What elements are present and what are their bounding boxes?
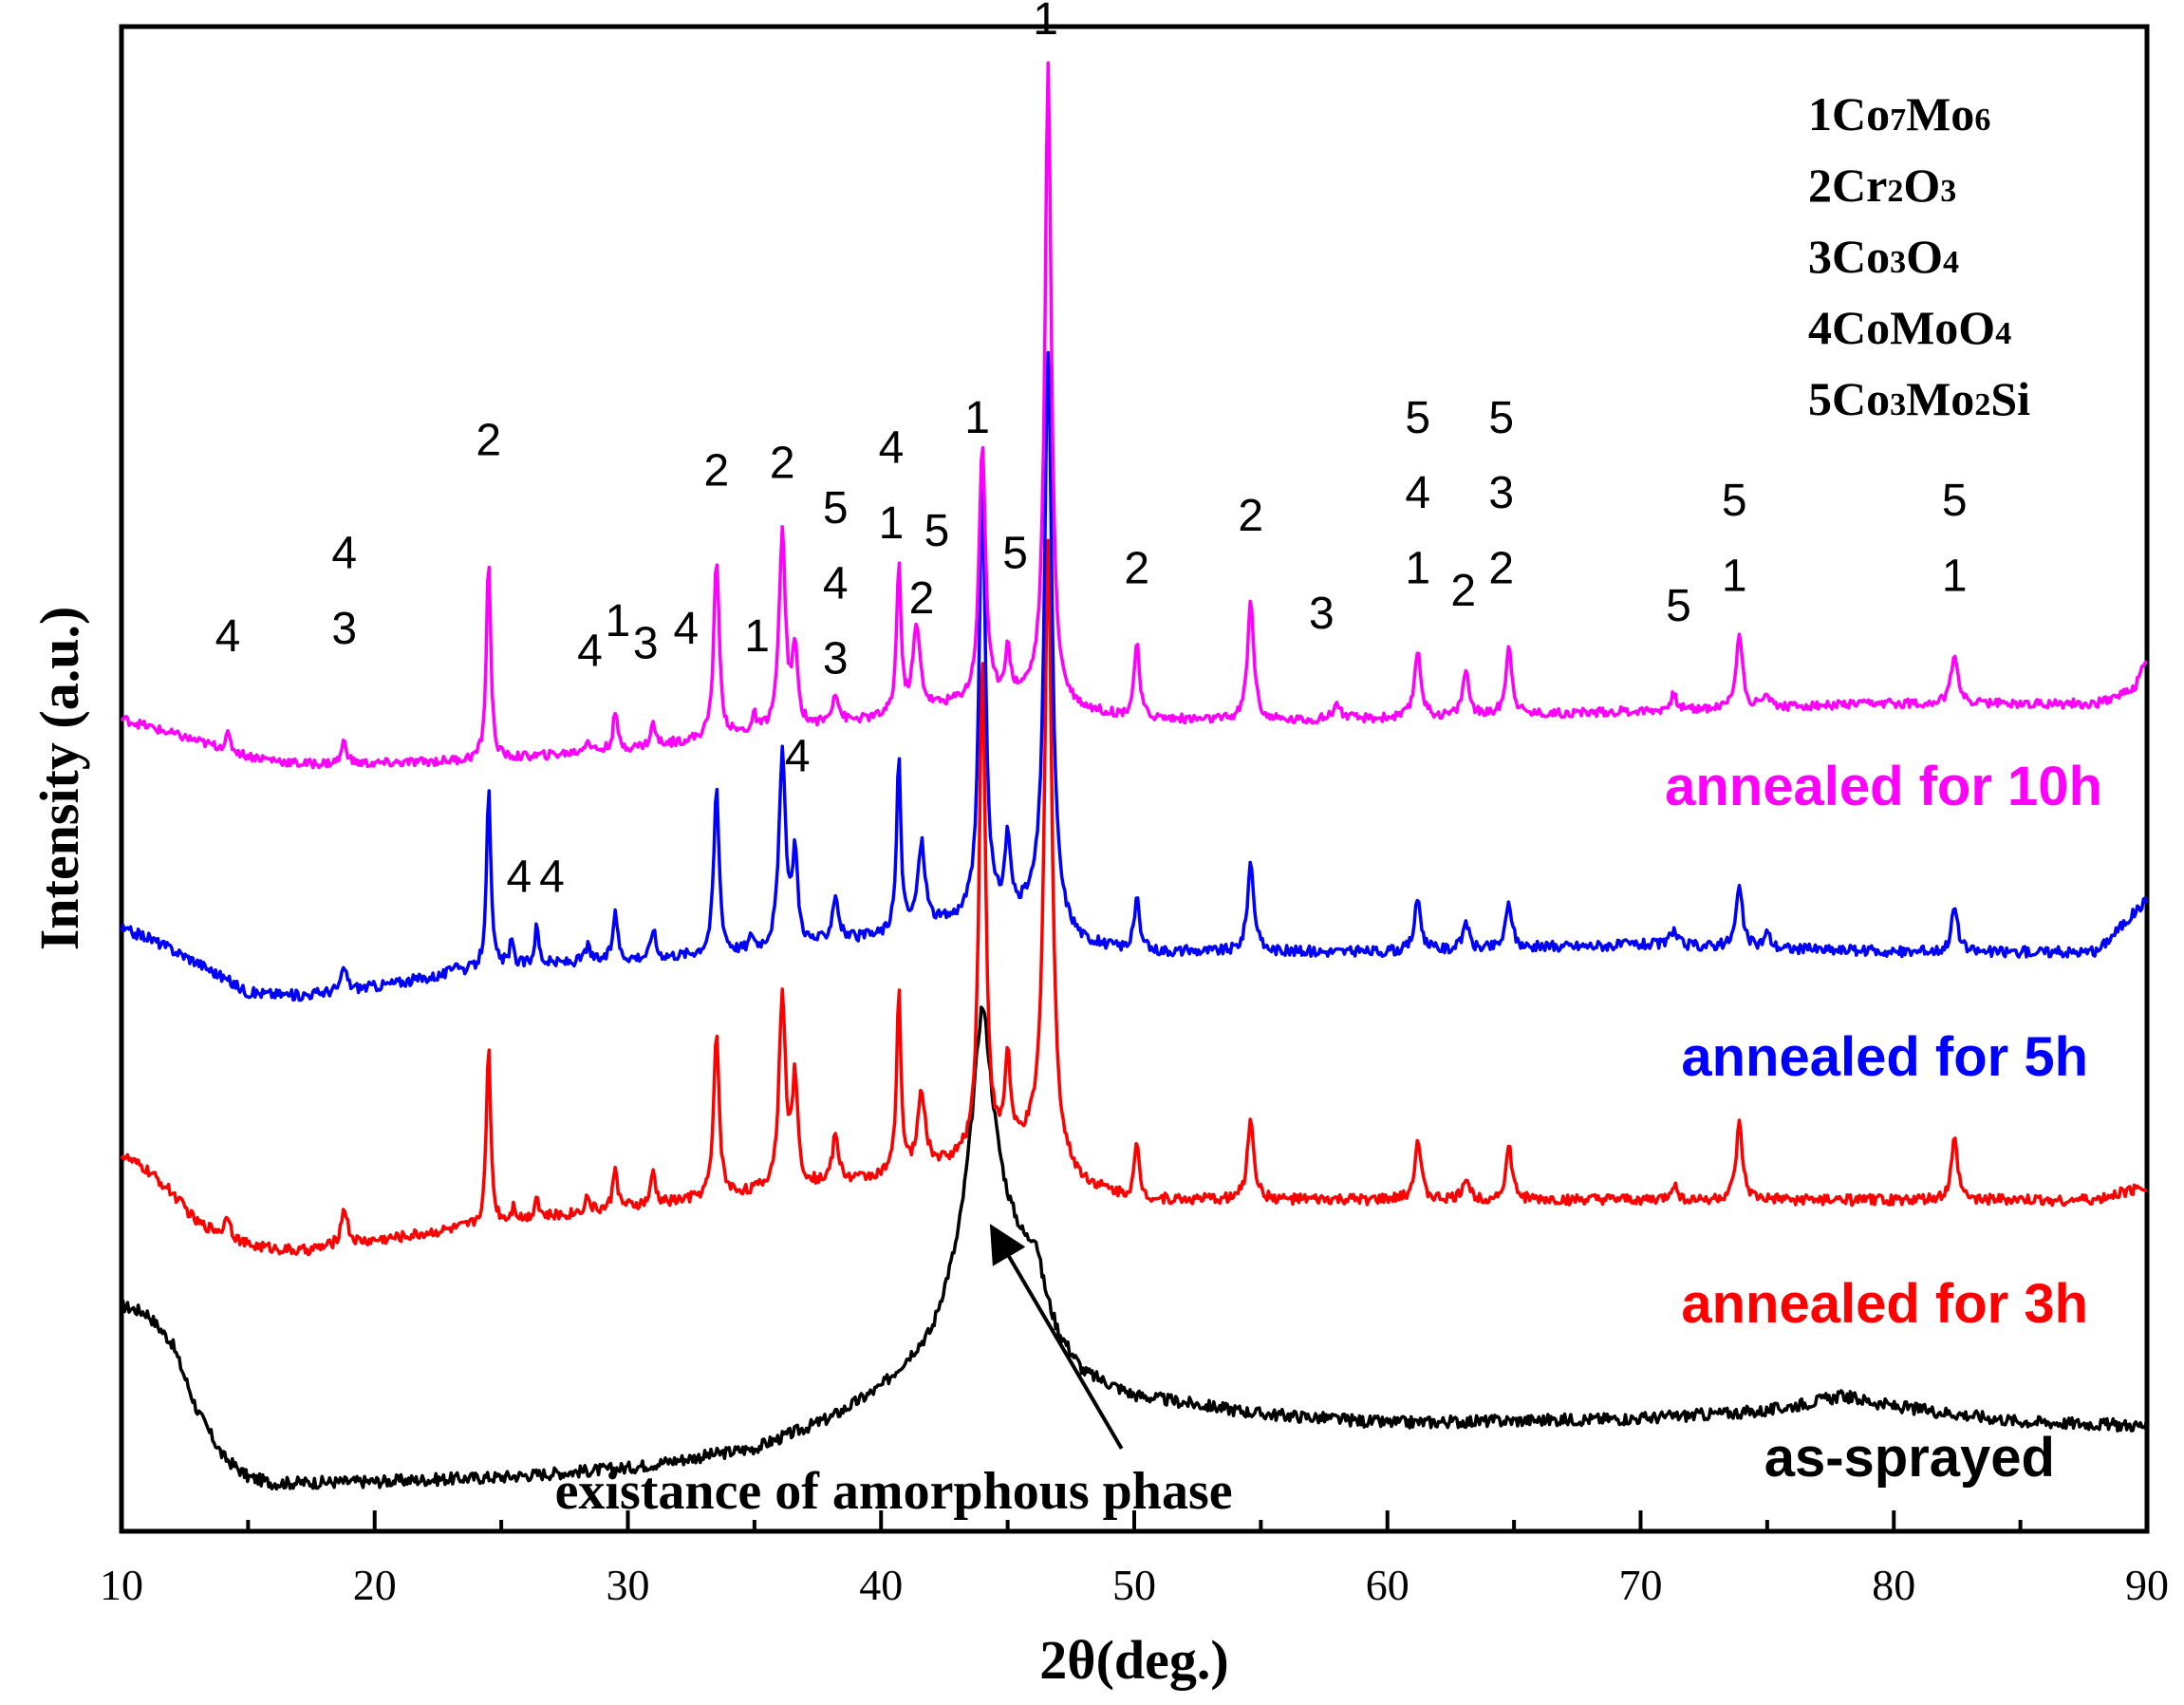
x-tick-label: 70	[1619, 1561, 1663, 1609]
x-tick-label: 30	[607, 1561, 650, 1609]
x-tick-label: 10	[100, 1561, 143, 1609]
peak-label: 1	[605, 596, 630, 646]
peak-label: 1	[1942, 551, 1968, 601]
x-tick-label: 60	[1366, 1561, 1409, 1609]
peak-label: 5	[1002, 529, 1028, 579]
peak-label: 5	[1405, 393, 1430, 443]
x-axis-ticks: 10 20 30 40 50 60 70 80 90	[100, 1510, 2169, 1609]
peak-label: 4	[823, 558, 849, 609]
peak-label: 4	[215, 611, 241, 662]
peak-label: 2	[704, 445, 730, 496]
legend-entry: 2Cr2O3	[1808, 159, 1956, 212]
x-tick-label: 20	[353, 1561, 397, 1609]
series-line	[121, 1005, 2149, 1491]
peak-label: 2	[1238, 491, 1263, 541]
peak-label: 5	[1666, 581, 1691, 631]
legend-entry: 4CoMoO4	[1808, 301, 2011, 354]
legend-entry: 3Co3O4	[1808, 230, 1959, 283]
legend-entry: 1Co7Mo6	[1808, 87, 1990, 141]
peak-label: 3	[331, 604, 357, 654]
series-label: as-sprayed	[1764, 1427, 2055, 1489]
peak-label: 1	[964, 393, 990, 443]
peak-label-layer: 4342413412234514251515223145223551515444	[215, 0, 1968, 902]
peak-label: 4	[879, 423, 905, 474]
legend-entry: 5Co3Mo2Si	[1808, 372, 2030, 425]
series-label: annealed for 3h	[1681, 1273, 2088, 1335]
peak-label: 4	[785, 732, 811, 782]
x-tick-label: 90	[2125, 1561, 2169, 1609]
peak-label: 3	[1488, 468, 1514, 518]
peak-label: 1	[1722, 551, 1747, 601]
series-label: annealed for 10h	[1665, 756, 2102, 817]
series-label-layer: as-sprayed annealed for 3h annealed for 5h…	[1665, 756, 2102, 1489]
peak-label: 1	[1405, 543, 1430, 593]
x-axis-title: 2θ(deg.)	[1039, 1629, 1228, 1691]
peak-label: 2	[770, 439, 795, 489]
peak-label: 2	[476, 416, 501, 466]
peak-label: 4	[674, 604, 700, 654]
x-tick-label: 50	[1112, 1561, 1156, 1609]
peak-label: 4	[539, 852, 565, 902]
series-label: annealed for 5h	[1681, 1026, 2088, 1088]
peak-label: 1	[879, 498, 905, 549]
peak-label: 2	[1450, 566, 1476, 616]
peak-label: 4	[506, 852, 532, 902]
x-tick-label: 80	[1872, 1561, 1915, 1609]
annotation-arrow	[989, 1224, 1124, 1450]
y-axis-title: Intensity (a.u.)	[28, 607, 90, 951]
peak-label: 5	[924, 506, 950, 556]
peak-label: 2	[1488, 543, 1514, 593]
peak-label: 3	[1309, 589, 1335, 639]
x-tick-label: 40	[859, 1561, 903, 1609]
legend: 1Co7Mo6 2Cr2O3 3Co3O4 4CoMoO4 5Co3Mo2Si	[1808, 87, 2030, 425]
peak-label: 5	[1942, 476, 1968, 526]
peak-label: 5	[1488, 393, 1514, 443]
series-line	[120, 350, 2149, 1002]
peak-label: 2	[1124, 543, 1149, 593]
series-line	[120, 538, 2148, 1257]
series-line	[120, 61, 2148, 770]
peak-label: 5	[1722, 476, 1747, 526]
series-layer	[120, 61, 2149, 1491]
peak-label: 1	[1033, 0, 1058, 45]
peak-label: 3	[823, 634, 849, 684]
annotation-text: existance of amorphous phase	[555, 1462, 1233, 1521]
peak-label: 4	[331, 529, 357, 579]
peak-label: 2	[909, 573, 935, 624]
peak-label: 4	[577, 627, 603, 677]
plot-area	[119, 24, 2150, 1534]
peak-label: 5	[823, 483, 849, 534]
peak-label: 1	[744, 611, 770, 662]
peak-label: 3	[633, 619, 659, 669]
annotation-layer: existance of amorphous phase	[555, 1224, 1233, 1521]
peak-label: 4	[1405, 468, 1430, 518]
